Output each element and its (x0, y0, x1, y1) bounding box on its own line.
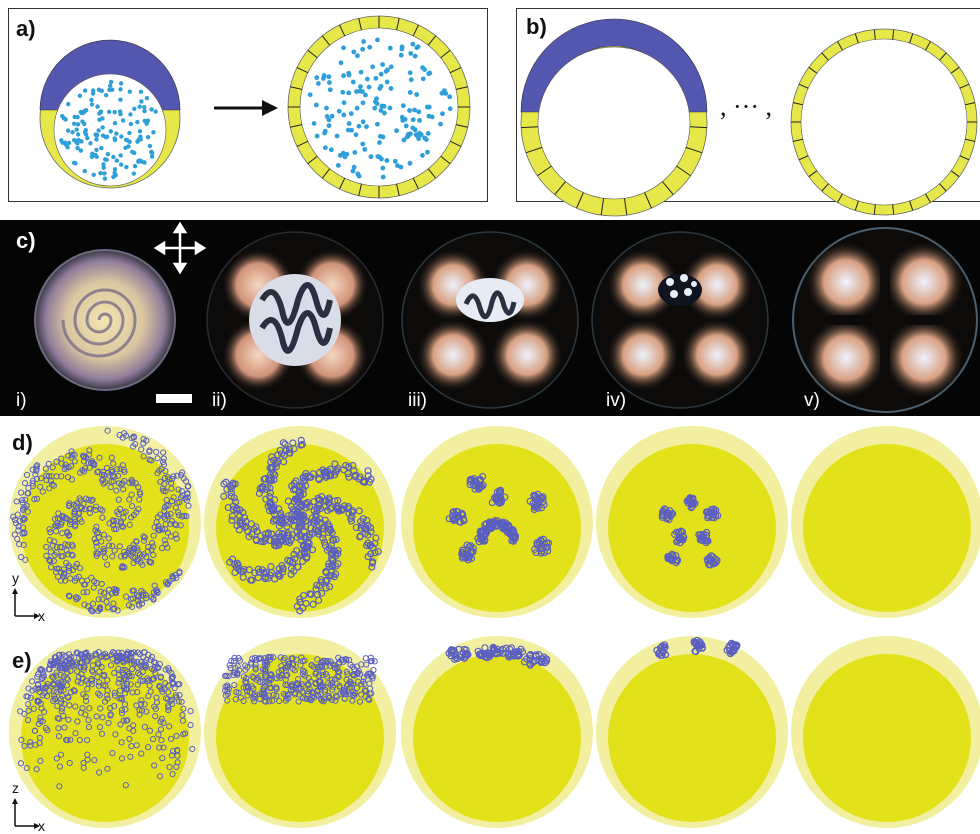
panel-b-uniform-shell (790, 16, 978, 204)
subpanel-v-label: v) (804, 390, 820, 412)
scale-bar-icon (156, 394, 192, 403)
micrograph-iii (402, 232, 578, 408)
panel-d-simulations (0, 422, 980, 622)
panel-a-final-droplet (286, 14, 472, 200)
subpanel-iv-label: iv) (606, 390, 626, 412)
panel-b-ellipsis: , ··· , (720, 92, 772, 122)
panel-b-capped-shell (520, 16, 708, 204)
micrograph-ii (207, 232, 383, 408)
micrograph-i (35, 250, 175, 390)
crossed-polarizers-icon (156, 224, 204, 272)
sim-d-iii (401, 426, 593, 618)
panel-c-images (0, 220, 980, 416)
panel-c-label: c) (16, 228, 36, 254)
sim-e-iv (596, 636, 788, 828)
panel-d-axis-y: y (12, 570, 19, 586)
panel-e-axis-arrows (10, 798, 40, 828)
sim-e-ii (204, 636, 396, 828)
panel-e-simulations (0, 632, 980, 832)
panel-a-initial-droplet (38, 38, 183, 198)
panel-a-arrow (214, 98, 280, 118)
panel-d-axis-arrows (10, 588, 40, 618)
micrograph-iv (592, 232, 768, 408)
subpanel-iii-label: iii) (408, 390, 427, 412)
subpanel-i-label: i) (16, 390, 27, 412)
panel-e-axis-z: z (12, 780, 19, 796)
subpanel-ii-label: ii) (212, 390, 227, 412)
sim-e-iii (401, 636, 593, 828)
sim-d-ii (204, 426, 396, 618)
micrograph-v (793, 228, 977, 412)
sim-e-v (791, 636, 980, 828)
panel-a-label: a) (16, 16, 36, 42)
sim-d-iv (596, 426, 788, 618)
sim-d-v (791, 426, 980, 618)
